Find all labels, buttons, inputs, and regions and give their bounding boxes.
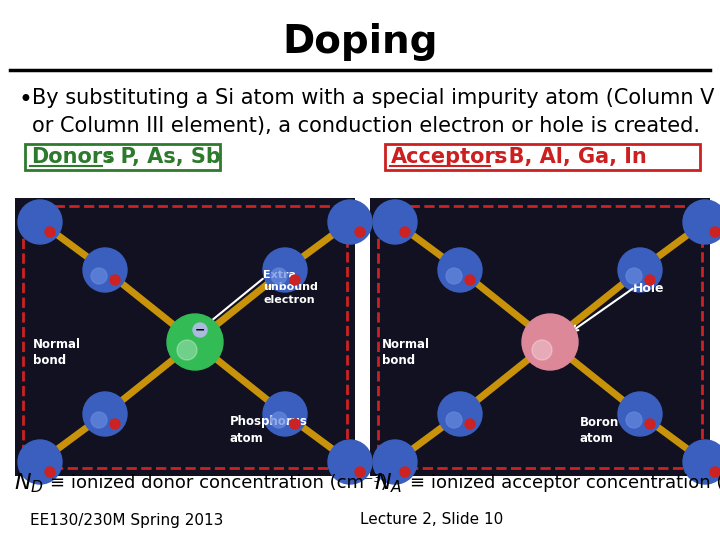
Circle shape [683,200,720,244]
Circle shape [355,467,365,477]
Text: Lecture 2, Slide 10: Lecture 2, Slide 10 [360,512,503,528]
Circle shape [193,323,207,337]
Circle shape [373,200,417,244]
Circle shape [465,419,475,429]
Circle shape [683,440,720,484]
Circle shape [710,467,720,477]
Circle shape [618,392,662,436]
Circle shape [83,248,127,292]
Circle shape [177,340,197,360]
Circle shape [400,227,410,237]
Text: ≡ ionized donor concentration (cm⁻³): ≡ ionized donor concentration (cm⁻³) [50,474,387,492]
Circle shape [522,314,578,370]
Text: Donors: Donors [31,147,114,167]
Circle shape [438,392,482,436]
Circle shape [290,419,300,429]
Circle shape [626,412,642,428]
Circle shape [271,412,287,428]
Circle shape [355,227,365,237]
Circle shape [110,275,120,285]
Circle shape [400,467,410,477]
Text: Hole: Hole [633,282,665,295]
Circle shape [465,275,475,285]
Circle shape [83,392,127,436]
Circle shape [710,227,720,237]
Text: Normal
bond: Normal bond [33,338,81,367]
Circle shape [438,248,482,292]
Circle shape [18,440,62,484]
Circle shape [645,275,655,285]
Text: : B, Al, Ga, In: : B, Al, Ga, In [493,147,647,167]
Text: Acceptors: Acceptors [391,147,508,167]
Text: Phosphorus
atom: Phosphorus atom [230,415,308,444]
Circle shape [91,268,107,284]
Circle shape [446,412,462,428]
Circle shape [263,248,307,292]
Text: Normal
bond: Normal bond [382,338,430,367]
FancyBboxPatch shape [370,198,710,476]
Circle shape [110,419,120,429]
Circle shape [167,314,223,370]
Circle shape [373,440,417,484]
Circle shape [645,419,655,429]
Text: : P, As, Sb: : P, As, Sb [105,147,221,167]
Text: $N_A$: $N_A$ [374,471,402,495]
Circle shape [328,200,372,244]
Circle shape [290,275,300,285]
Circle shape [626,268,642,284]
Text: Doping: Doping [282,23,438,61]
Circle shape [263,392,307,436]
Circle shape [271,268,287,284]
Text: Boron
atom: Boron atom [580,415,619,444]
Text: ≡ ionized acceptor concentration (cm⁻³): ≡ ionized acceptor concentration (cm⁻³) [410,474,720,492]
Circle shape [532,340,552,360]
Circle shape [446,268,462,284]
FancyBboxPatch shape [15,198,355,476]
Circle shape [45,227,55,237]
Circle shape [328,440,372,484]
Text: $N_D$: $N_D$ [14,471,44,495]
Circle shape [618,248,662,292]
Text: Extra
unbound
electron: Extra unbound electron [263,270,318,305]
Text: EE130/230M Spring 2013: EE130/230M Spring 2013 [30,512,223,528]
Circle shape [91,412,107,428]
Circle shape [18,200,62,244]
Circle shape [45,467,55,477]
Text: −: − [194,323,205,336]
Text: By substituting a Si atom with a special impurity atom (Column V
or Column III e: By substituting a Si atom with a special… [32,88,714,136]
Text: •: • [18,88,32,112]
